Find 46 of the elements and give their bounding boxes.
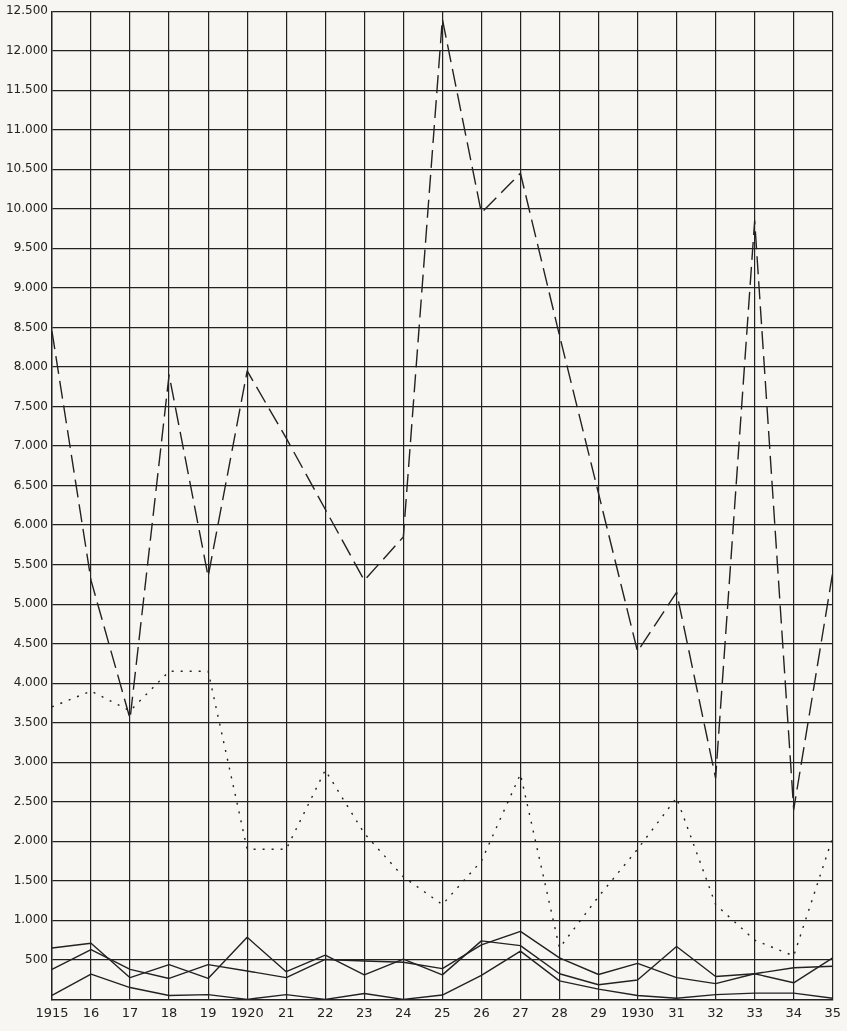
x-tick-label: 27 [512,1004,529,1020]
y-tick-label: 8.000 [13,359,48,374]
x-tick-label: 18 [160,1004,178,1020]
y-tick-label: 8.500 [13,319,48,334]
y-tick-label: 7.000 [13,438,48,453]
y-tick-label: 4.000 [13,675,48,690]
y-tick-label: 7.500 [13,398,48,413]
x-tick-label: 31 [668,1004,685,1020]
y-tick-label: 2.500 [13,793,48,808]
y-tick-label: 12.500 [5,3,48,18]
y-tick-label: 500 [25,952,48,966]
y-tick-label: 2.000 [13,833,48,848]
y-tick-label: 10.500 [5,161,48,176]
x-tick-label: 33 [746,1004,763,1020]
x-tick-label: 17 [121,1004,139,1020]
x-tick-label: 1915 [35,1004,69,1020]
y-tick-label: 9.500 [13,240,48,255]
x-tick-label: 24 [395,1004,412,1020]
x-tick-label: 1920 [230,1004,264,1020]
y-tick-label: 11.500 [5,82,48,97]
y-tick-label: 1.000 [13,912,48,927]
x-tick-label: 34 [785,1004,802,1020]
y-tick-label: 3.000 [13,754,48,769]
x-tick-label: 26 [473,1004,490,1020]
x-tick-label: 32 [707,1004,724,1020]
x-tick-label: 29 [590,1004,607,1020]
x-tick-label: 22 [316,1004,334,1020]
y-tick-label: 11.000 [5,121,48,136]
x-tick-label: 19 [199,1004,217,1020]
y-tick-label: 9.000 [13,280,48,295]
y-tick-label: 4.500 [13,635,48,650]
y-tick-label: 12.000 [5,42,48,57]
x-tick-label: 23 [356,1004,373,1020]
y-tick-label: 1.500 [13,872,48,887]
x-tick-label: 16 [82,1004,100,1020]
x-tick-label: 1930 [621,1004,655,1020]
y-tick-label: 5.500 [13,556,48,571]
y-tick-label: 3.500 [13,714,48,729]
x-tick-label: 21 [277,1004,295,1020]
y-tick-label: 10.000 [5,200,48,215]
x-tick-label: 28 [551,1004,568,1020]
y-tick-label: 6.500 [13,477,48,492]
y-tick-label: 5.000 [13,596,48,611]
x-tick-label: 35 [824,1004,841,1020]
y-tick-label: 6.000 [13,517,48,532]
x-tick-label: 25 [434,1004,451,1020]
